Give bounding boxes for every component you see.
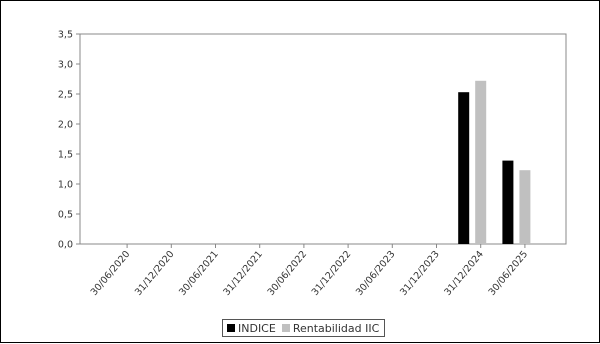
legend-item-rentabilidad: Rentabilidad IIC [281,321,380,335]
y-tick-label: 3,0 [58,60,73,71]
y-tick-label: 2,5 [58,90,73,101]
x-tick-label: 30/06/2020 [89,249,133,298]
y-tick-label: 1,5 [58,150,73,161]
legend-swatch-indice [227,324,235,332]
legend-label-rentabilidad: Rentabilidad IIC [292,321,380,335]
bar-rentabilidad [475,80,487,244]
x-axis: 30/06/2020 31/12/2020 30/06/2021 31/12/2021… [89,244,530,298]
legend-label-indice: INDICE [238,321,276,335]
bars-group [458,80,531,244]
bar-indice [502,160,514,244]
legend: INDICE Rentabilidad IIC [222,319,386,337]
y-axis: 0,0 0,5 1,0 1,5 2,0 2,5 3,0 3,5 [58,30,80,251]
bar-indice [458,92,470,244]
y-tick-label: 0,5 [58,210,73,221]
plot-area [79,33,567,245]
y-tick-label: 2,0 [58,120,73,131]
x-tick-label: 31/12/2020 [133,249,177,298]
x-tick-label: 31/12/2023 [398,249,442,298]
x-tick-label: 31/12/2022 [310,249,354,298]
y-tick-label: 0,0 [58,240,73,251]
x-tick-label: 30/06/2022 [266,249,310,298]
x-tick-label: 31/12/2021 [221,249,265,298]
legend-swatch-rentabilidad [281,324,290,332]
legend-item-indice: INDICE [227,322,276,335]
x-tick-label: 31/12/2024 [442,249,486,298]
bar-rentabilidad [519,170,531,244]
y-tick-label: 3,5 [58,30,73,41]
y-tick-label: 1,0 [58,180,73,191]
x-tick-label: 30/06/2021 [177,249,221,298]
x-tick-label: 30/06/2025 [487,249,531,298]
x-tick-label: 30/06/2023 [354,249,398,298]
